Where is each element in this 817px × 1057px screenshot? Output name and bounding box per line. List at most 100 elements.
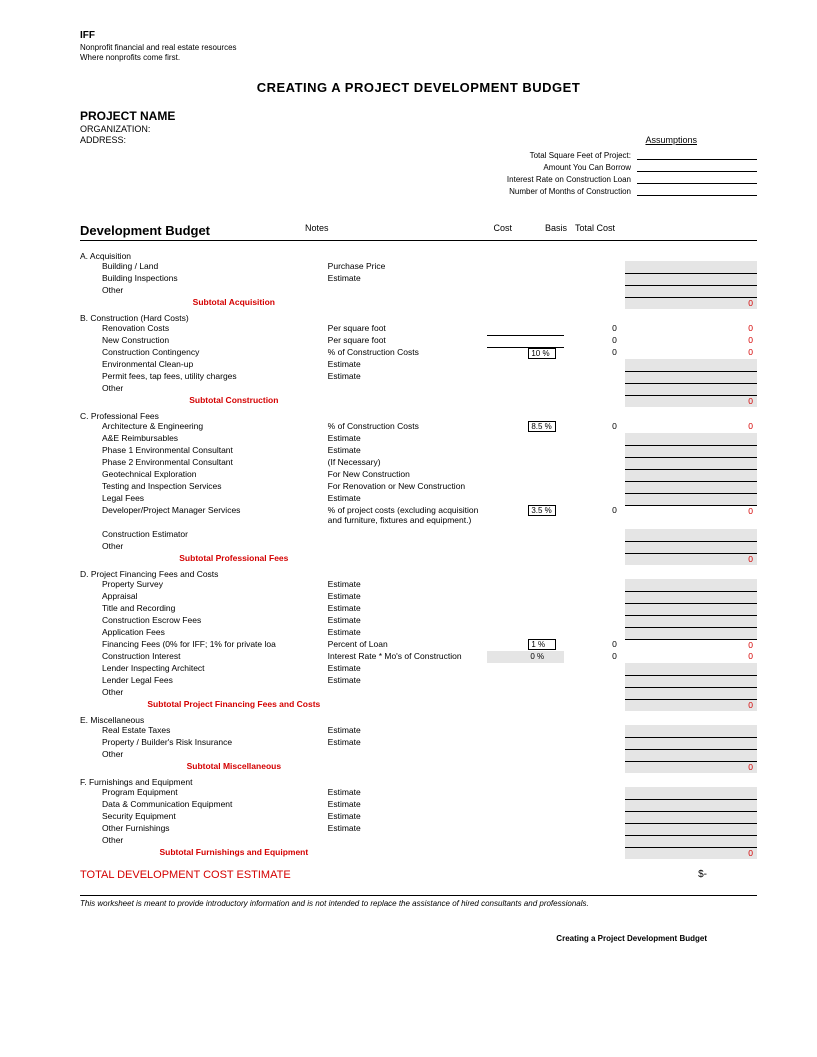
line-item-cost[interactable] — [487, 749, 564, 761]
line-item-basis — [564, 591, 625, 603]
line-item-total — [625, 787, 757, 799]
line-item-cost[interactable] — [487, 615, 564, 627]
line-item-label: Legal Fees — [80, 493, 328, 505]
line-item-total — [625, 591, 757, 603]
line-item-cost[interactable] — [487, 737, 564, 749]
assumption-field[interactable] — [637, 174, 757, 184]
line-item-cost[interactable] — [487, 787, 564, 799]
line-item-cost[interactable] — [487, 811, 564, 823]
line-item-note: Estimate — [328, 799, 488, 811]
line-item-label: Property / Builder's Risk Insurance — [80, 737, 328, 749]
line-item-label: Other — [80, 749, 328, 761]
line-item-total — [625, 541, 757, 553]
line-item-basis — [564, 371, 625, 383]
line-item-total: 0 — [625, 335, 757, 347]
line-item-cost[interactable]: 3.5 % — [487, 505, 564, 529]
line-item-note: Purchase Price — [328, 261, 488, 273]
line-item-cost[interactable] — [487, 823, 564, 835]
assumptions-link[interactable]: Assumptions — [645, 135, 697, 145]
line-item-basis — [564, 481, 625, 493]
line-item-label: Other — [80, 285, 328, 297]
line-item-cost[interactable] — [487, 675, 564, 687]
line-item-cost[interactable] — [487, 383, 564, 395]
line-item-cost[interactable] — [487, 323, 564, 335]
line-item-label: Construction Escrow Fees — [80, 615, 328, 627]
line-item-basis — [564, 675, 625, 687]
line-item-label: Phase 2 Environmental Consultant — [80, 457, 328, 469]
line-item-cost[interactable] — [487, 335, 564, 347]
line-item-cost[interactable] — [487, 541, 564, 553]
header-tagline2: Where nonprofits come first. — [80, 53, 757, 62]
line-item-cost[interactable] — [487, 687, 564, 699]
line-item-cost[interactable] — [487, 603, 564, 615]
line-item-label: A&E Reimbursables — [80, 433, 328, 445]
line-item-cost[interactable] — [487, 371, 564, 383]
line-item-cost[interactable] — [487, 663, 564, 675]
line-item-cost[interactable] — [487, 359, 564, 371]
line-item-cost[interactable] — [487, 457, 564, 469]
line-item-total — [625, 529, 757, 541]
line-item-basis — [564, 823, 625, 835]
line-item-total — [625, 749, 757, 761]
line-item-cost[interactable] — [487, 481, 564, 493]
line-item-cost[interactable] — [487, 493, 564, 505]
line-item-cost[interactable] — [487, 529, 564, 541]
line-item-basis — [564, 749, 625, 761]
line-item-label: Phase 1 Environmental Consultant — [80, 445, 328, 457]
subtotal-label: Subtotal Construction — [80, 395, 328, 407]
assumption-field[interactable] — [637, 150, 757, 160]
line-item-label: Security Equipment — [80, 811, 328, 823]
line-item-total — [625, 737, 757, 749]
line-item-total: 0 — [625, 323, 757, 335]
line-item-label: Construction Interest — [80, 651, 328, 663]
line-item-cost[interactable]: 10 % — [487, 347, 564, 359]
line-item-basis — [564, 493, 625, 505]
line-item-label: Building / Land — [80, 261, 328, 273]
line-item-cost[interactable] — [487, 261, 564, 273]
line-item-label: Other — [80, 687, 328, 699]
line-item-label: Testing and Inspection Services — [80, 481, 328, 493]
line-item-note: Estimate — [328, 787, 488, 799]
assumption-field[interactable] — [637, 162, 757, 172]
line-item-cost[interactable] — [487, 725, 564, 737]
budget-table: A. AcquisitionBuilding / LandPurchase Pr… — [80, 247, 757, 859]
line-item-label: Application Fees — [80, 627, 328, 639]
line-item-note: Estimate — [328, 273, 488, 285]
line-item-total — [625, 687, 757, 699]
line-item-cost[interactable] — [487, 835, 564, 847]
line-item-basis — [564, 787, 625, 799]
line-item-total — [625, 603, 757, 615]
grand-total-row: TOTAL DEVELOPMENT COST ESTIMATE $- — [80, 869, 757, 881]
subtotal-value: 0 — [625, 553, 757, 565]
section-header: F. Furnishings and Equipment — [80, 773, 757, 787]
line-item-basis — [564, 799, 625, 811]
line-item-cost[interactable] — [487, 445, 564, 457]
section-header: E. Miscellaneous — [80, 711, 757, 725]
line-item-cost[interactable] — [487, 799, 564, 811]
assumption-field[interactable] — [637, 186, 757, 196]
line-item-cost[interactable] — [487, 433, 564, 445]
line-item-basis — [564, 457, 625, 469]
line-item-cost[interactable] — [487, 469, 564, 481]
line-item-cost[interactable] — [487, 273, 564, 285]
line-item-basis — [564, 615, 625, 627]
line-item-total — [625, 445, 757, 457]
line-item-cost[interactable]: 0 % — [487, 651, 564, 663]
line-item-total: 0 — [625, 651, 757, 663]
line-item-basis — [564, 383, 625, 395]
line-item-note: Estimate — [328, 603, 488, 615]
line-item-cost[interactable] — [487, 591, 564, 603]
line-item-cost[interactable] — [487, 579, 564, 591]
line-item-cost[interactable]: 8.5 % — [487, 421, 564, 433]
line-item-total — [625, 371, 757, 383]
line-item-basis — [564, 359, 625, 371]
project-name-label: PROJECT NAME — [80, 109, 757, 123]
line-item-basis — [564, 285, 625, 297]
line-item-note: (If Necessary) — [328, 457, 488, 469]
line-item-cost[interactable]: 1 % — [487, 639, 564, 651]
line-item-total — [625, 823, 757, 835]
line-item-note — [328, 835, 488, 847]
bh-basis: Basis — [520, 223, 575, 238]
line-item-cost[interactable] — [487, 627, 564, 639]
line-item-cost[interactable] — [487, 285, 564, 297]
